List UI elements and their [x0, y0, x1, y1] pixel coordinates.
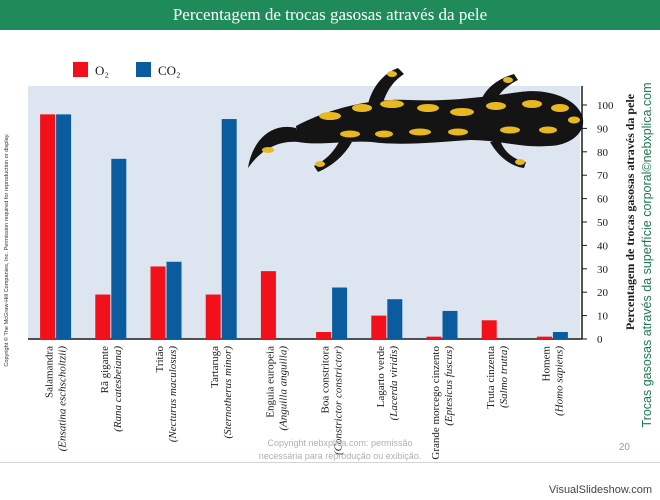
legend-swatch-co2	[136, 62, 151, 77]
y-tick-label-10: 10	[597, 311, 609, 323]
x-category-label-8: Truta cinzenta (Salmo trutta)	[485, 346, 510, 409]
page-number: 20	[618, 442, 630, 453]
x-category-label-2: Tritão (Necturus maculosus)	[154, 346, 179, 443]
y-tick-label-40: 40	[597, 240, 609, 252]
y-tick-label-80: 80	[597, 147, 609, 159]
x-category-scientific-name: (Rana catesbeiana)	[112, 346, 124, 432]
bar-o2-8	[481, 320, 497, 339]
right-side-caption: Trocas gasosas através da superfície cor…	[636, 82, 658, 427]
x-category-scientific-name: (Homo sapiens)	[553, 346, 565, 416]
bar-o2-6	[371, 315, 387, 339]
salamander-yellow-spots	[262, 71, 580, 167]
x-axis-category-labels: Salamandra (Ensatina eschscholtzii) Rã gig…	[44, 346, 566, 460]
x-category-label-5: Boa constritora (Constrictor constrictor)	[320, 346, 345, 455]
bar-o2-4	[260, 271, 276, 339]
x-category-common-name: Grande morcego cinzento	[430, 346, 442, 460]
slide-title: Percentagem de trocas gasosas através da…	[172, 5, 488, 24]
x-category-scientific-name: (Ensatina eschscholtzii)	[57, 346, 69, 452]
bar-co2-5	[332, 287, 348, 339]
bar-o2-7	[426, 336, 442, 339]
bar-co2-1	[111, 158, 127, 339]
bar-o2-1	[95, 294, 111, 339]
y-axis-ticks: 0 10 20 30 40 50 60 70 80 90 100	[582, 100, 614, 346]
bar-o2-3	[205, 294, 221, 339]
bar-co2-6	[387, 299, 403, 339]
copyright-watermark: Copyright nebxplica.com: permissão neces…	[180, 437, 500, 463]
x-category-common-name: Lagarto verde	[375, 346, 387, 407]
x-category-common-name: Truta cinzenta	[485, 346, 497, 409]
x-category-label-6: Lagarto verde (Lacerda viridis)	[375, 346, 400, 421]
bar-co2-7	[442, 310, 458, 339]
x-category-scientific-name: (Salmo trutta)	[498, 346, 510, 408]
legend-label-o2: O₂	[95, 63, 109, 78]
watermark-line-1: Copyright nebxplica.com: permissão	[267, 438, 413, 448]
y-tick-label-70: 70	[597, 170, 609, 182]
bar-o2-0	[40, 114, 56, 339]
x-category-common-name: Rã gigante	[99, 346, 111, 393]
bar-co2-0	[56, 114, 72, 339]
x-category-common-name: Homem	[540, 346, 552, 382]
chart-legend: O₂ CO₂	[73, 62, 181, 78]
legend-swatch-o2	[73, 62, 88, 77]
x-category-scientific-name: (Lacerda viridis)	[388, 346, 400, 421]
x-category-common-name: Enguia europeia	[264, 346, 276, 418]
x-category-scientific-name: (Eptesicus fuscus)	[443, 346, 455, 426]
y-tick-label-50: 50	[597, 217, 609, 229]
y-axis-label: Percentagem de trocas gasosas através da…	[623, 93, 637, 330]
x-category-common-name: Salamandra	[44, 346, 56, 398]
site-watermark: VisualSlideshow.com	[548, 484, 652, 496]
legend-label-co2: CO₂	[158, 63, 181, 78]
x-category-common-name: Tartaruga	[209, 346, 221, 388]
salamander-tail	[248, 126, 300, 168]
x-category-label-4: Enguia europeia (Anguilla anguilla)	[264, 346, 289, 431]
x-category-scientific-name: (Sternotherus minor)	[222, 346, 234, 439]
x-category-label-9: Homem (Homo sapiens)	[540, 346, 565, 416]
y-tick-label-90: 90	[597, 123, 609, 135]
bar-co2-3	[221, 119, 237, 339]
y-tick-label-30: 30	[597, 264, 609, 276]
y-tick-label-100: 100	[597, 100, 614, 112]
y-tick-label-60: 60	[597, 194, 609, 206]
bar-o2-5	[316, 331, 332, 339]
y-tick-label-0: 0	[597, 334, 603, 346]
x-category-common-name: Boa constritora	[320, 346, 332, 414]
x-category-scientific-name: (Necturus maculosus)	[167, 346, 179, 443]
bar-o2-2	[150, 266, 166, 339]
x-category-label-1: Rã gigante (Rana catesbeiana)	[99, 346, 124, 432]
salamander-illustration	[248, 68, 584, 172]
x-category-scientific-name: (Anguilla anguilla)	[277, 346, 289, 431]
bar-o2-9	[536, 336, 552, 339]
watermark-line-2: necessária para reprodução ou exibição.	[258, 451, 422, 461]
x-category-label-0: Salamandra (Ensatina eschscholtzii)	[44, 346, 69, 452]
y-tick-label-20: 20	[597, 287, 609, 299]
right-side-caption-text: Trocas gasosas através da superfície cor…	[640, 82, 654, 428]
bar-co2-2	[166, 261, 182, 339]
x-category-common-name: Tritão	[154, 346, 166, 373]
x-category-scientific-name: (Constrictor constrictor)	[333, 346, 345, 455]
bar-co2-9	[552, 331, 568, 339]
bars-layer	[40, 114, 568, 339]
salamander-front-leg-upper	[368, 68, 404, 106]
x-category-label-7: Grande morcego cinzento (Eptesicus fuscus…	[430, 346, 455, 460]
x-category-label-3: Tartaruga (Sternotherus minor)	[209, 346, 234, 439]
footer-divider	[0, 462, 660, 463]
slide-title-banner: Percentagem de trocas gasosas através da…	[0, 0, 660, 30]
